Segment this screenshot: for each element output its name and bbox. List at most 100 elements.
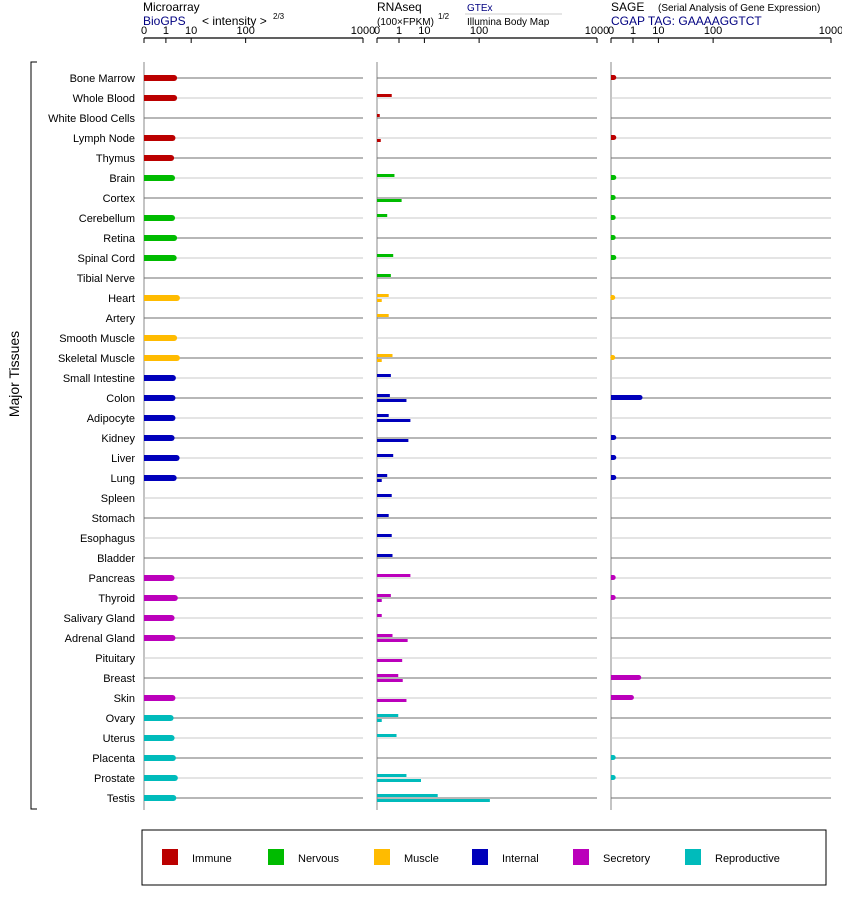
tissue-row: Lung bbox=[111, 473, 831, 485]
bar-rnaseq-main bbox=[377, 414, 389, 417]
bar-cap bbox=[170, 255, 177, 261]
bar-cap bbox=[610, 235, 616, 240]
tissue-row: Placenta bbox=[92, 753, 831, 765]
bar-cap bbox=[611, 435, 617, 440]
bar-cap bbox=[173, 295, 180, 301]
gtex-link[interactable]: GTEx bbox=[467, 3, 493, 14]
tissue-label: Breast bbox=[103, 673, 135, 685]
bar-rnaseq-illumina bbox=[377, 799, 490, 802]
x-tick-label: 1 bbox=[163, 25, 169, 37]
bar-cap bbox=[169, 175, 176, 181]
bar-rnaseq-main bbox=[377, 674, 399, 677]
bar-cap bbox=[168, 575, 175, 581]
tissue-label: Thyroid bbox=[98, 593, 135, 605]
bar-sage-main bbox=[611, 695, 632, 700]
bar-rnaseq-main bbox=[377, 294, 389, 297]
bar-cap bbox=[171, 95, 178, 101]
panel-title: SAGE bbox=[611, 0, 644, 14]
bar-rnaseq-illumina bbox=[377, 479, 382, 482]
panel-title: RNAseq bbox=[377, 0, 422, 14]
bar-rnaseq-main bbox=[377, 314, 389, 317]
x-tick-label: 100 bbox=[704, 25, 722, 37]
bar-rnaseq-main bbox=[377, 594, 391, 597]
tissue-row: Pituitary bbox=[95, 653, 831, 665]
bar-cap bbox=[171, 775, 178, 781]
bar-cap bbox=[170, 795, 177, 801]
legend-swatch bbox=[472, 849, 488, 865]
bar-cap bbox=[169, 755, 176, 761]
bar-cap bbox=[171, 595, 178, 601]
legend-item: Muscle bbox=[374, 849, 439, 865]
cgap-tag-link[interactable]: CGAP TAG: GAAAAGGTCT bbox=[611, 14, 762, 28]
tissue-row: Uterus bbox=[103, 733, 831, 745]
bar-cap bbox=[611, 75, 617, 80]
bar-cap bbox=[169, 135, 176, 141]
bar-microarray-main bbox=[144, 455, 177, 461]
tissue-label: Cerebellum bbox=[79, 213, 135, 225]
bar-microarray-main bbox=[144, 415, 173, 421]
bar-cap bbox=[611, 455, 617, 460]
tissue-rows: Bone Marrow Whole Blood White Blood Cells L… bbox=[48, 73, 831, 805]
tissue-label: Liver bbox=[111, 453, 135, 465]
tissue-label: Small Intestine bbox=[63, 373, 135, 385]
tissue-row: Smooth Muscle bbox=[59, 333, 831, 345]
bar-cap bbox=[610, 355, 616, 360]
panel-header-rnaseq: RNAseq (100×FPKM) 1/2 GTEx Illumina Body… bbox=[377, 0, 562, 28]
tissue-row: Brain bbox=[109, 173, 831, 185]
tissue-row: Esophagus bbox=[80, 533, 831, 545]
intensity-note: < intensity > bbox=[202, 14, 267, 28]
bar-rnaseq-main bbox=[377, 274, 391, 277]
bar-sage-main bbox=[611, 395, 641, 400]
bar-microarray-main bbox=[144, 435, 172, 441]
legend-swatch bbox=[162, 849, 178, 865]
legend-label: Muscle bbox=[404, 853, 439, 865]
tissue-label: Prostate bbox=[94, 773, 135, 785]
tissue-row: Retina bbox=[103, 233, 831, 245]
bar-rnaseq-main bbox=[377, 714, 399, 717]
tissue-label: Thymus bbox=[96, 153, 136, 165]
intensity-exponent: 2/3 bbox=[273, 12, 285, 21]
bar-rnaseq-illumina bbox=[377, 719, 382, 722]
bar-microarray-main bbox=[144, 235, 175, 241]
tissue-label: Pancreas bbox=[89, 573, 136, 585]
biogps-link[interactable]: BioGPS bbox=[143, 14, 186, 28]
bar-rnaseq-main bbox=[377, 354, 393, 357]
tissue-row: Heart bbox=[108, 293, 831, 305]
tissue-row: Bladder bbox=[97, 553, 831, 565]
bar-rnaseq-illumina bbox=[377, 399, 407, 402]
tissue-label: Smooth Muscle bbox=[59, 333, 135, 345]
tissue-label: Retina bbox=[103, 233, 136, 245]
bar-cap bbox=[170, 475, 177, 481]
tissue-row: Liver bbox=[111, 453, 831, 465]
bar-microarray-main bbox=[144, 795, 174, 801]
bar-rnaseq-main bbox=[377, 494, 392, 497]
bar-rnaseq-main bbox=[377, 794, 438, 797]
tissue-label: Adrenal Gland bbox=[65, 633, 135, 645]
x-tick-label: 1000 bbox=[585, 25, 609, 37]
bracket-line bbox=[30, 61, 37, 810]
tissue-row: Skin bbox=[114, 693, 831, 705]
bar-rnaseq-main bbox=[377, 554, 393, 557]
bar-cap bbox=[610, 195, 616, 200]
bar-cap bbox=[169, 695, 176, 701]
legend-swatch bbox=[268, 849, 284, 865]
bar-microarray-main bbox=[144, 615, 172, 621]
bar-cap bbox=[610, 755, 616, 760]
tissue-label: Heart bbox=[108, 293, 135, 305]
x-tick-label: 1 bbox=[630, 25, 636, 37]
bar-microarray-main bbox=[144, 755, 173, 761]
tissue-label: Esophagus bbox=[80, 533, 136, 545]
tissue-row: Small Intestine bbox=[63, 373, 831, 385]
tissue-label: Whole Blood bbox=[73, 93, 135, 105]
bar-cap bbox=[171, 75, 178, 81]
y-axis-bracket: Major Tissues bbox=[6, 61, 37, 810]
bar-rnaseq-main bbox=[377, 114, 380, 117]
bar-microarray-main bbox=[144, 335, 175, 341]
bar-microarray-main bbox=[144, 475, 174, 481]
tissue-label: Brain bbox=[109, 173, 135, 185]
bar-cap bbox=[611, 135, 617, 140]
legend-label: Internal bbox=[502, 853, 539, 865]
x-tick-label: 0 bbox=[608, 25, 614, 37]
legend-label: Immune bbox=[192, 853, 232, 865]
